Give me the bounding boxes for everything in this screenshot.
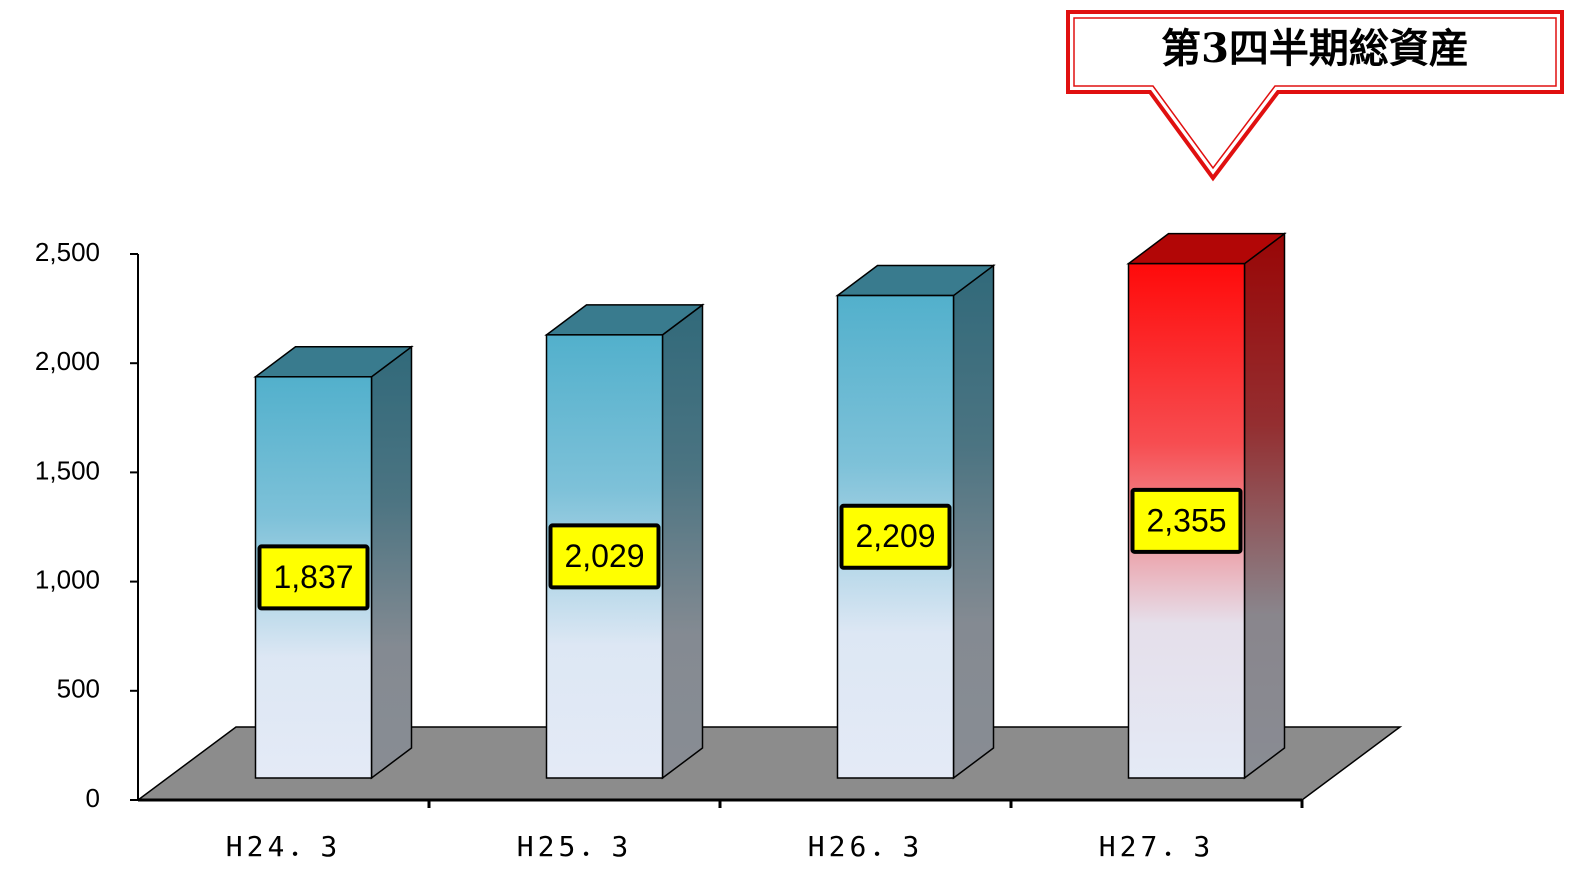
y-tick-label: 0 (86, 783, 100, 813)
callout: 第3四半期総資産 (1066, 10, 1564, 182)
bar-top-shade (1128, 233, 1285, 264)
bar-group: 2,209 (835, 264, 996, 780)
bar-top-shade (255, 346, 412, 377)
x-tick-label: H24．3 (226, 830, 341, 863)
bar-top-shade (837, 265, 994, 296)
y-tick-label: 1,000 (35, 564, 100, 594)
bar-side-tint (371, 346, 412, 778)
value-label: 2,209 (855, 518, 935, 554)
value-label-box (257, 544, 370, 611)
bar-side-shade (1243, 232, 1286, 780)
y-tick-label: 1,500 (35, 455, 100, 485)
y-tick-label: 2,000 (35, 346, 100, 376)
bar-side-shade (661, 303, 704, 780)
value-label: 1,837 (273, 559, 353, 595)
bar-side-tint (953, 265, 994, 778)
x-tick-label: H26．3 (808, 830, 923, 863)
value-label-box (548, 523, 661, 590)
bar-group: 2,029 (544, 303, 705, 780)
annotation: 第3四半期総資産 (1161, 25, 1469, 72)
bar-group: 2,355 (1126, 232, 1287, 780)
x-tick-label: H27．3 (1099, 830, 1214, 863)
y-tick-label: 2,500 (35, 237, 100, 267)
bar-group: 1,837 (253, 345, 414, 780)
value-label-box (839, 503, 952, 570)
bar-top-shade (546, 304, 703, 335)
x-tick-label: H25．3 (517, 830, 632, 863)
value-label: 2,355 (1146, 502, 1226, 538)
bar-side-shade (370, 345, 413, 780)
bar-side-shade (952, 264, 995, 780)
bar-side-tint (662, 304, 703, 778)
callout-inner (1073, 17, 1557, 170)
value-label-box (1130, 487, 1243, 554)
bar-side-tint (1244, 233, 1285, 779)
value-label: 2,029 (564, 538, 644, 574)
callout-box (1066, 10, 1564, 182)
y-tick-label: 500 (57, 674, 100, 704)
